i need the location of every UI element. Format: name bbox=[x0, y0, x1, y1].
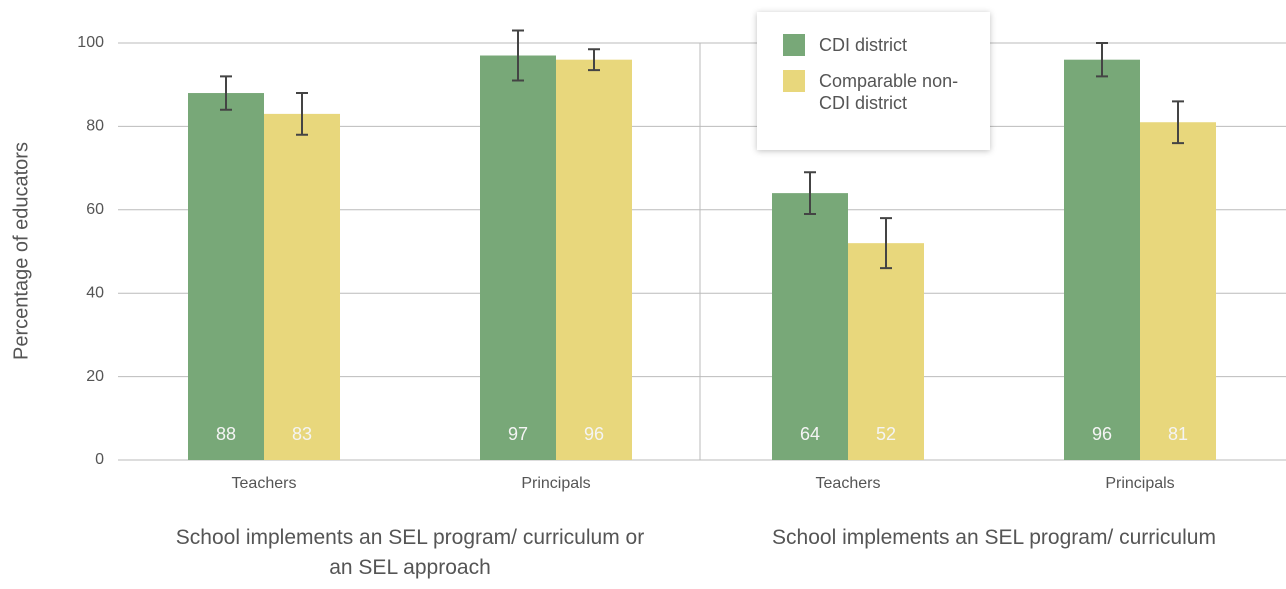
error-bar bbox=[1096, 42, 1108, 78]
x-tick-label: Teachers bbox=[816, 475, 881, 492]
error-bar bbox=[512, 29, 524, 82]
bar-value-label: 81 bbox=[1168, 424, 1188, 444]
bar bbox=[556, 59, 632, 461]
bar bbox=[188, 93, 264, 460]
legend-swatch bbox=[783, 70, 805, 92]
legend-label: CDI district bbox=[819, 35, 908, 55]
bar-value-label: 96 bbox=[584, 424, 604, 444]
bar bbox=[1064, 59, 1140, 461]
y-tick-label: 100 bbox=[77, 34, 104, 51]
bar-value-label: 52 bbox=[876, 424, 896, 444]
error-bar bbox=[804, 171, 816, 215]
bar bbox=[772, 193, 848, 460]
x-tick-label: Teachers bbox=[232, 475, 297, 492]
error-bar bbox=[880, 217, 892, 270]
y-tick-label: 20 bbox=[86, 368, 104, 385]
legend: CDI district Comparable non-CDI district bbox=[757, 12, 990, 150]
bar-value-label: 64 bbox=[800, 424, 820, 444]
bar bbox=[264, 113, 340, 460]
error-bar bbox=[1172, 100, 1184, 145]
bar-value-label: 83 bbox=[292, 424, 312, 444]
legend-item: Comparable non-CDI district bbox=[783, 70, 990, 114]
legend-label: Comparable non-CDI district bbox=[819, 71, 959, 113]
bar bbox=[480, 55, 556, 460]
y-tick-label: 60 bbox=[86, 201, 104, 218]
y-axis-label: Percentage of educators bbox=[10, 142, 32, 360]
legend-item: CDI district bbox=[783, 34, 990, 56]
x-tick-label: Principals bbox=[1105, 475, 1174, 492]
group-label: School implements an SEL program/ curric… bbox=[772, 526, 1216, 549]
y-tick-label: 80 bbox=[86, 118, 104, 135]
group-label: School implements an SEL program/ curric… bbox=[175, 526, 645, 579]
bar bbox=[848, 243, 924, 460]
legend-swatch bbox=[783, 34, 805, 56]
y-tick-label: 0 bbox=[95, 451, 104, 468]
bar-value-label: 97 bbox=[508, 424, 528, 444]
bar-value-label: 88 bbox=[216, 424, 236, 444]
bar bbox=[1140, 122, 1216, 460]
error-bar bbox=[220, 75, 232, 111]
x-tick-label: Principals bbox=[521, 475, 590, 492]
bar-value-label: 96 bbox=[1092, 424, 1112, 444]
error-bar bbox=[588, 48, 600, 72]
error-bar bbox=[296, 92, 308, 136]
y-tick-label: 40 bbox=[86, 284, 104, 301]
